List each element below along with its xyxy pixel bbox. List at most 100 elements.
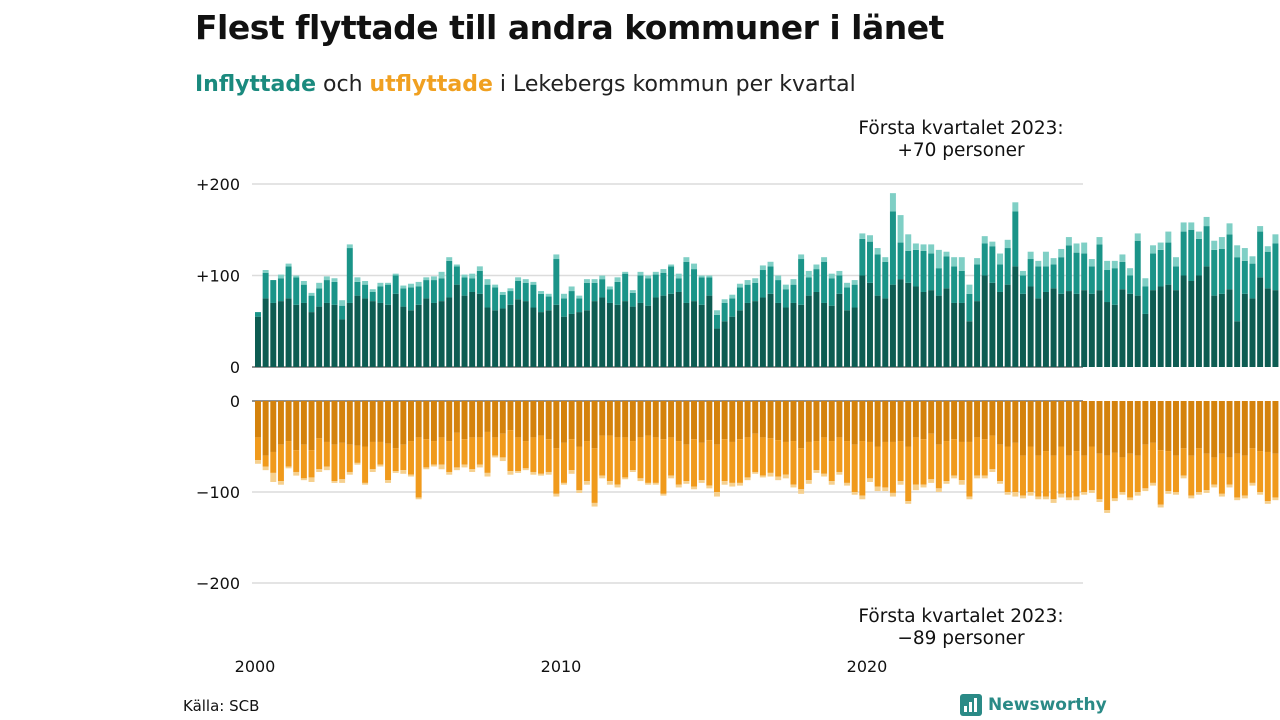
x-tick-label: 2000 [235, 657, 276, 676]
inflow-bar-segment [599, 279, 606, 298]
outflow-bar-segment [430, 441, 437, 465]
inflow-bar-segment [377, 302, 384, 367]
inflow-bar-segment [859, 275, 866, 367]
outflow-bar-segment [897, 481, 904, 485]
outflow-bar-segment [262, 455, 269, 467]
inflow-bar-segment [897, 279, 904, 367]
outflow-bar-segment [736, 439, 743, 483]
outflow-bar-segment [629, 470, 636, 472]
inflow-bar-segment [1088, 293, 1095, 367]
outflow-bar-segment [1211, 401, 1218, 458]
subtitle-och: och [323, 72, 363, 97]
outflow-bar-segment [928, 433, 935, 480]
outflow-bar-segment [1188, 495, 1195, 499]
outflow-bar-segment [323, 401, 330, 442]
inflow-bar-segment [1035, 260, 1042, 267]
inflow-bar-segment [522, 279, 529, 283]
inflow-bar-segment [889, 211, 896, 285]
outflow-bar-segment [668, 401, 675, 438]
inflow-bar-segment [1035, 298, 1042, 368]
inflow-bar-segment [392, 273, 399, 276]
inflow-bar-segment [1264, 251, 1271, 289]
inflow-bar-segment [813, 269, 820, 292]
outflow-bar-segment [905, 401, 912, 447]
outflow-bar-segment [576, 446, 583, 491]
inflow-bar-segment [721, 302, 728, 322]
inflow-bar-segment [415, 281, 422, 287]
inflow-bar-segment [622, 271, 629, 274]
inflow-bar-segment [1127, 275, 1134, 294]
inflow-bar-segment [867, 282, 873, 367]
inflow-bar-segment [1096, 244, 1103, 291]
inflow-bar-segment [798, 259, 805, 305]
x-tick-label: 2010 [541, 657, 582, 676]
outflow-bar-segment [1012, 442, 1019, 492]
outflow-bar-segment [308, 401, 315, 451]
inflow-bar-segment [1134, 233, 1141, 241]
outflow-bar-segment [821, 401, 828, 438]
inflow-bar-segment [1050, 264, 1057, 289]
inflow-bar-segment [1218, 248, 1225, 294]
inflow-bar-segment [1195, 231, 1202, 239]
inflow-bar-segment [1081, 253, 1088, 291]
outflow-bar-segment [1004, 401, 1011, 447]
inflow-bar-segment [1264, 246, 1271, 252]
inflow-bar-segment [1203, 216, 1210, 227]
inflow-bar-segment [599, 297, 606, 367]
outflow-bar-segment [293, 471, 300, 476]
inflow-bar-segment [476, 293, 483, 367]
outflow-bar-segment [277, 401, 284, 445]
inflow-bar-segment [629, 306, 636, 367]
inflow-bar-segment [767, 261, 774, 267]
outflow-bar-segment [897, 401, 904, 442]
inflow-bar-segment [1203, 226, 1210, 267]
inflow-bar-segment [974, 301, 981, 367]
outflow-bar-segment [1226, 401, 1233, 458]
outflow-bar-segment [446, 441, 453, 472]
inflow-bar-segment [545, 296, 552, 311]
outflow-bar-segment [369, 441, 376, 470]
inflow-bar-segment [415, 304, 422, 367]
outflow-bar-segment [782, 441, 789, 475]
outflow-bar-segment [1249, 448, 1256, 483]
outflow-bar-segment [599, 401, 606, 436]
outflow-bar-segment [1241, 401, 1248, 456]
outflow-bar-segment [285, 401, 292, 442]
outflow-bar-segment [293, 450, 300, 472]
inflow-bar-segment [997, 291, 1004, 367]
outflow-bar-segment [1272, 497, 1279, 501]
newsworthy-brand[interactable]: Newsworthy [960, 693, 1107, 717]
outflow-bar-segment [851, 444, 858, 492]
inflow-bar-segment [1073, 293, 1080, 367]
outflow-bar-segment [759, 475, 766, 478]
inflow-bar-segment [293, 304, 300, 367]
inflow-bar-segment [920, 291, 927, 367]
inflow-bar-segment [583, 310, 590, 367]
inflow-bar-segment [277, 278, 284, 302]
inflow-bar-segment [1111, 304, 1118, 367]
outflow-bar-segment [652, 482, 659, 485]
inflow-bar-segment [507, 291, 514, 305]
outflow-bar-segment [744, 437, 751, 478]
inflow-bar-segment [1065, 237, 1072, 246]
inflow-bar-segment [1142, 313, 1149, 367]
inflow-bar-segment [813, 264, 820, 270]
inflow-bar-segment [1195, 238, 1202, 276]
outflow-bar-segment [828, 401, 835, 442]
outflow-bar-segment [1050, 401, 1057, 456]
outflow-bar-segment [622, 401, 629, 438]
inflow-bar-segment [553, 259, 560, 305]
outflow-bar-segment [1218, 493, 1225, 497]
inflow-bar-segment [652, 271, 659, 275]
outflow-bar-segment [1188, 455, 1195, 496]
bottom-y-tick-label: 0 [230, 392, 240, 411]
inflow-bar-segment [1234, 245, 1241, 258]
outflow-bar-segment [1195, 448, 1202, 492]
inflow-bar-segment [323, 276, 330, 281]
inflow-bar-segment [821, 302, 828, 367]
inflow-bar-segment [1257, 226, 1264, 232]
inflow-bar-segment [484, 279, 491, 285]
inflow-bar-segment [660, 295, 667, 367]
outflow-bar-segment [714, 492, 720, 497]
outflow-bar-segment [1096, 499, 1103, 503]
